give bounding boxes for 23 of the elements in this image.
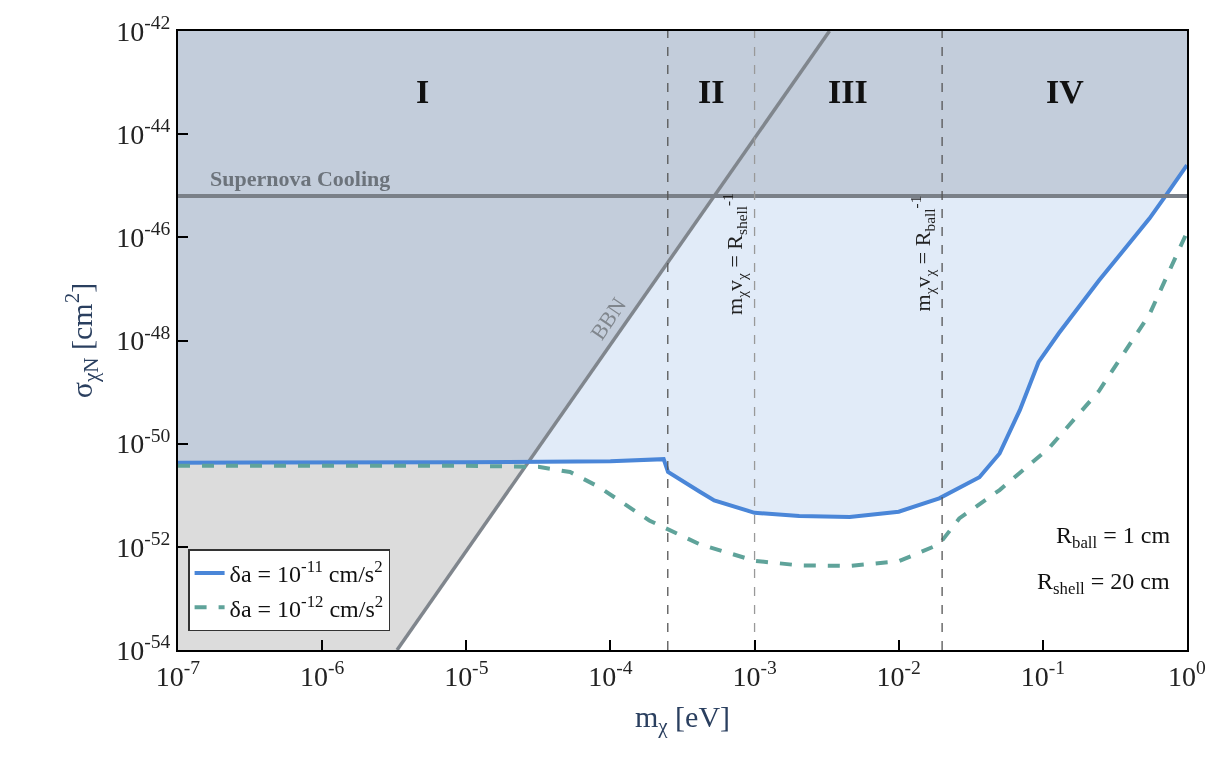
y-tick-label: 10$^{-42}$ (116, 12, 171, 47)
x-tick-label: 10$^{-2}$ (876, 656, 921, 692)
y-tick-label: 10$^{-44}$ (116, 115, 171, 150)
annotation: I (416, 73, 430, 110)
x-tick-label: 10$^{0}$ (1168, 656, 1207, 692)
x-tick-label: 10$^{-3}$ (732, 656, 777, 692)
annotation: R$_{ball}$ = 1 cm (1056, 522, 1171, 553)
y-tick-label: 10$^{-50}$ (116, 424, 171, 460)
annotation: III (828, 73, 868, 110)
x-tick-label: 10$^{-5}$ (444, 656, 489, 692)
x-tick-label: 10$^{-6}$ (299, 656, 345, 692)
y-tick-label: 10$^{-48}$ (116, 321, 171, 357)
y-tick-label: 10$^{-52}$ (116, 527, 171, 563)
annotation: R$_{shell}$ = 20 cm (1037, 568, 1170, 599)
ref-line-label: Supernova Cooling (210, 166, 391, 191)
legend-label: δa = 10$^{-12}$ cm/s$^{2}$ (229, 591, 384, 622)
annotation: IV (1046, 73, 1085, 110)
x-tick-label: 10$^{-4}$ (588, 656, 633, 692)
y-tick-label: 10$^{-46}$ (116, 218, 171, 254)
annotation: II (698, 73, 725, 110)
legend-label: δa = 10$^{-11}$ cm/s$^{2}$ (229, 557, 383, 588)
x-axis-title: m$_{χ}$ [eV] (634, 699, 731, 738)
x-tick-label: 10$^{-1}$ (1020, 656, 1066, 692)
